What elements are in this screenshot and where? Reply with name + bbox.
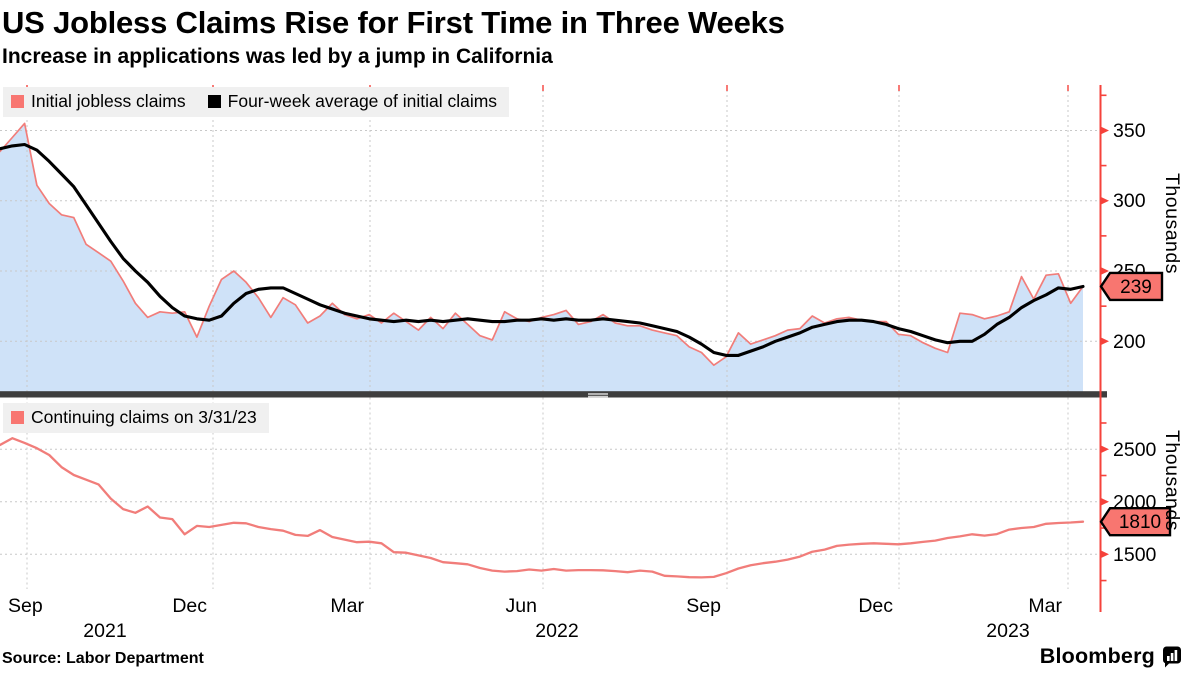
x-axis-year-label: 2023 — [986, 620, 1029, 642]
x-axis-month-label: Dec — [172, 595, 207, 617]
legend-label: Continuing claims on 3/31/23 — [31, 407, 257, 427]
x-axis-month-label: Sep — [8, 595, 43, 617]
y-axis-tick-label: 350 — [1113, 120, 1146, 142]
continuing-claims-swatch-icon — [11, 411, 24, 424]
continuing-claims-line — [0, 437, 1085, 579]
page-subtitle: Increase in applications was led by a ju… — [2, 45, 553, 68]
latest-value-badge — [1099, 271, 1164, 302]
initial-claims-area — [0, 123, 1083, 392]
y-axis-tick-label: 300 — [1113, 190, 1146, 212]
bottom-y-axis-title: Thousands — [1161, 430, 1183, 531]
divider-drag-handle[interactable] — [588, 393, 608, 395]
x-axis-month-label: Jun — [506, 595, 537, 617]
bloomberg-branding: Bloomberg — [1040, 644, 1182, 669]
axis-major-tick — [1100, 267, 1109, 276]
axis-major-tick — [1100, 550, 1109, 559]
legend-label: Initial jobless claims — [31, 91, 186, 111]
y-axis-tick-label: 1500 — [1113, 544, 1157, 566]
latest-value-label: 1810 — [1119, 512, 1161, 533]
top-chart-legend: Initial jobless claims Four-week average… — [3, 87, 510, 117]
x-axis-month-label: Mar — [330, 595, 364, 617]
latest-value-badge — [1099, 507, 1172, 537]
legend-label: Four-week average of initial claims — [227, 91, 498, 111]
four-week-average-line — [0, 142, 1085, 357]
axis-major-tick — [1100, 196, 1109, 205]
legend-item-four-week-average: Four-week average of initial claims — [207, 91, 498, 112]
axis-major-tick — [1100, 445, 1109, 454]
axis-major-tick — [1100, 497, 1109, 506]
x-axis-year-label: 2022 — [535, 620, 578, 642]
axis-major-tick — [1100, 337, 1109, 346]
initial-claims-swatch-icon — [11, 95, 24, 108]
divider-drag-handle[interactable] — [588, 395, 608, 398]
chart-header: US Jobless Claims Rise for First Time in… — [2, 0, 785, 70]
legend-item-continuing-claims: Continuing claims on 3/31/23 — [11, 407, 257, 428]
bottom-chart-legend: Continuing claims on 3/31/23 — [3, 403, 269, 433]
y-axis-tick-label: 2500 — [1113, 439, 1157, 461]
x-axis-month-label: Sep — [686, 595, 721, 617]
axis-major-tick — [1100, 126, 1109, 135]
bloomberg-wordmark: Bloomberg — [1039, 644, 1155, 668]
panel-divider — [0, 391, 1107, 398]
top-y-axis-title: Thousands — [1161, 173, 1183, 274]
bloomberg-chart-bubble-icon — [1163, 646, 1181, 667]
x-axis-year-label: 2021 — [83, 620, 126, 642]
y-axis-tick-label: 200 — [1113, 331, 1146, 353]
four-week-average-swatch-icon — [207, 95, 221, 108]
x-axis-month-label: Mar — [1028, 595, 1062, 617]
source-note: Source: Labor Department — [2, 650, 204, 667]
x-axis-month-label: Dec — [858, 595, 893, 617]
page-title: US Jobless Claims Rise for First Time in… — [2, 5, 785, 40]
legend-item-initial-claims: Initial jobless claims — [11, 91, 186, 112]
latest-value-label: 239 — [1120, 277, 1152, 298]
